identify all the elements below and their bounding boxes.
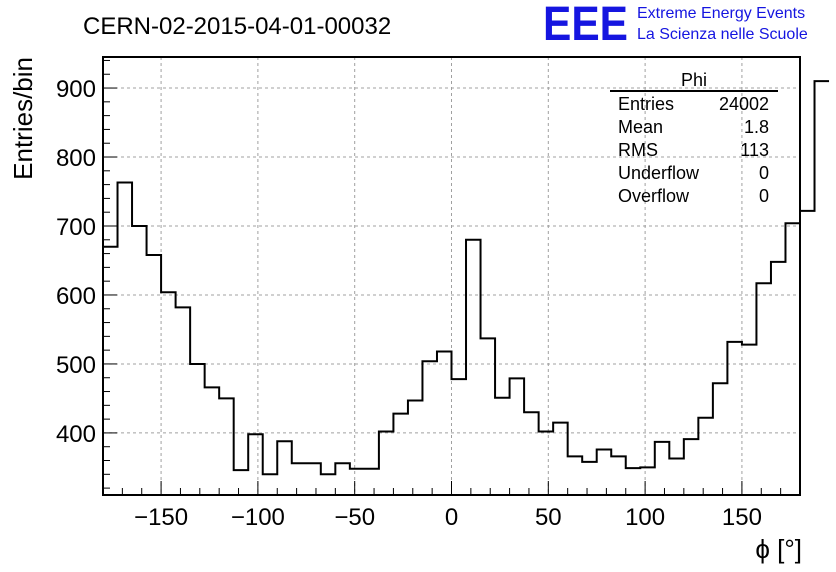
x-tick-label: 50: [535, 504, 562, 531]
stats-label-mean: Mean: [618, 117, 663, 137]
tick-labels: −150 −100 −50 0 50 100 150 400 500 600 700 800 900: [56, 76, 762, 531]
stats-value-mean: 1.8: [744, 117, 769, 137]
histogram-step-line: [103, 80, 830, 476]
stats-value-entries: 24002: [719, 94, 769, 114]
stats-box: Phi Entries 24002 Mean 1.8 RMS 113 Under…: [610, 70, 778, 206]
eee-logo-line2: La Scienza nelle Scuole: [637, 26, 808, 43]
x-tick-label: 100: [625, 504, 665, 531]
stats-value-overflow: 0: [759, 186, 769, 206]
stats-value-rms: 113: [740, 140, 769, 160]
x-tick-label: −50: [334, 504, 375, 531]
axis-ticks: [102, 59, 801, 495]
stats-label-rms: RMS: [618, 140, 658, 160]
grid: [103, 57, 800, 495]
stats-title: Phi: [681, 70, 707, 90]
stats-label-overflow: Overflow: [618, 186, 690, 206]
y-tick-label: 500: [56, 352, 96, 379]
chart-title: CERN-02-2015-04-01-00032: [83, 13, 391, 40]
y-tick-label: 400: [56, 421, 96, 448]
x-axis-label: ϕ [°]: [755, 534, 802, 564]
x-tick-label: −100: [231, 504, 285, 531]
y-tick-label: 800: [56, 145, 96, 172]
y-tick-label: 700: [56, 214, 96, 241]
eee-logo-line1: Extreme Energy Events: [637, 5, 805, 22]
stats-value-underflow: 0: [759, 163, 769, 183]
y-axis-label: Entries/bin: [8, 57, 38, 180]
x-tick-label: −150: [134, 504, 188, 531]
y-tick-label: 600: [56, 283, 96, 310]
stats-label-entries: Entries: [618, 94, 674, 114]
stats-label-underflow: Underflow: [618, 163, 700, 183]
eee-logo-letters: EEE: [543, 0, 628, 51]
y-tick-label: 900: [56, 76, 96, 103]
eee-logo: EEE Extreme Energy Events La Scienza nel…: [543, 0, 808, 51]
x-tick-label: 0: [445, 504, 458, 531]
x-tick-label: 150: [722, 504, 762, 531]
histogram: [103, 80, 830, 476]
